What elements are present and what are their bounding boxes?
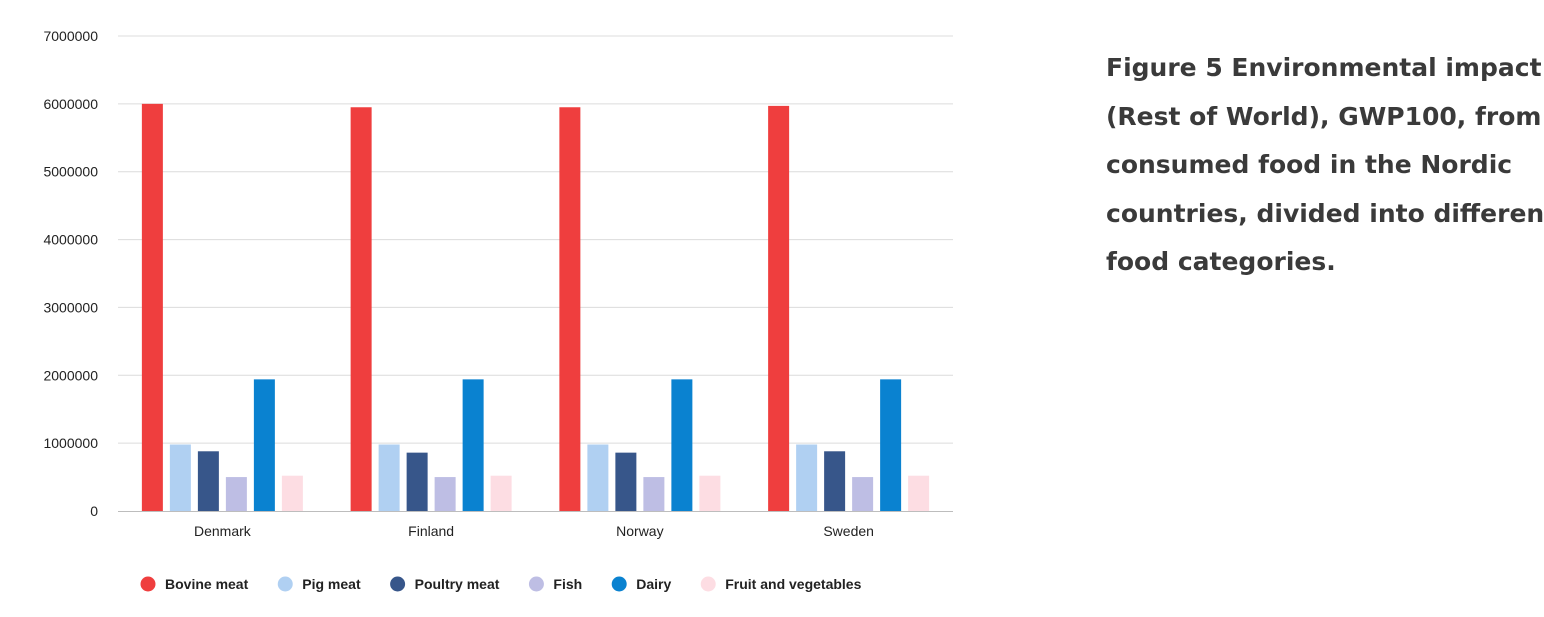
bar-pig-meat-finland [378, 444, 400, 511]
x-category-label: Norway [616, 523, 663, 539]
legend-swatch [390, 576, 406, 592]
bar-bovine-meat-finland [350, 107, 372, 511]
bar-fruit-and-vegetables-sweden [908, 475, 930, 511]
bar-bovine-meat-sweden [768, 105, 790, 512]
bar-fish-norway [643, 477, 665, 511]
x-category-label: Sweden [823, 523, 874, 539]
x-category-label: Finland [408, 523, 454, 539]
bar-fruit-and-vegetables-denmark [281, 475, 303, 511]
bar-bovine-meat-norway [559, 107, 581, 511]
gridlines [118, 35, 953, 444]
bar-fruit-and-vegetables-norway [699, 475, 721, 511]
bar-poultry-meat-norway [615, 452, 637, 511]
figure-caption: Figure 5 Environmental impact (Rest of W… [1106, 44, 1544, 287]
legend-label: Pig meat [302, 576, 361, 592]
y-tick-label: 0 [90, 503, 98, 519]
bar-poultry-meat-finland [406, 452, 428, 511]
y-tick-label: 4000000 [43, 232, 98, 248]
y-tick-label: 3000000 [43, 299, 98, 315]
bar-dairy-norway [671, 379, 693, 511]
y-tick-label: 5000000 [43, 164, 98, 180]
bar-pig-meat-norway [587, 444, 609, 511]
bar-fish-sweden [852, 477, 874, 511]
bar-poultry-meat-sweden [824, 451, 846, 511]
bar-dairy-finland [462, 379, 484, 511]
y-axis-tick-labels: 0 1000000 2000000 3000000 4000000 5000000 6000… [43, 28, 98, 519]
legend-label: Fish [553, 576, 582, 592]
y-tick-label: 1000000 [43, 435, 98, 451]
x-category-label: Denmark [194, 523, 252, 539]
y-tick-label: 7000000 [43, 28, 98, 44]
legend-swatch [277, 576, 293, 592]
legend-label: Bovine meat [165, 576, 249, 592]
legend-swatch [700, 576, 716, 592]
legend-label: Dairy [636, 576, 671, 592]
bar-chart: 0 1000000 2000000 3000000 4000000 5000000 6000… [43, 28, 953, 592]
legend: Bovine meat Pig meat Poultry meat Fish Dairy… [140, 576, 862, 592]
bar-bovine-meat-denmark [141, 103, 163, 511]
bar-dairy-denmark [253, 379, 275, 511]
legend-label: Fruit and vegetables [725, 576, 861, 592]
bars [141, 103, 930, 512]
bar-pig-meat-sweden [796, 444, 818, 511]
x-axis-category-labels: Denmark Finland Norway Sweden [194, 523, 874, 539]
legend-label: Poultry meat [415, 576, 500, 592]
legend-swatch [611, 576, 627, 592]
caption-line: Figure 5 Environmental impact [1106, 53, 1542, 82]
bar-dairy-sweden [880, 379, 902, 511]
bar-fish-denmark [225, 477, 247, 511]
caption-line: countries, divided into different [1106, 198, 1544, 228]
bar-poultry-meat-denmark [197, 451, 219, 511]
bar-fruit-and-vegetables-finland [490, 475, 512, 511]
caption-line: (Rest of World), GWP100, from [1106, 101, 1542, 131]
legend-swatch [140, 576, 156, 592]
y-tick-label: 2000000 [43, 367, 98, 383]
bar-fish-finland [434, 477, 456, 511]
legend-swatch [528, 576, 544, 592]
y-tick-label: 6000000 [43, 96, 98, 112]
caption-line: consumed food in the Nordic [1106, 150, 1513, 179]
bar-pig-meat-denmark [169, 444, 191, 511]
caption-line: food categories. [1106, 247, 1336, 276]
